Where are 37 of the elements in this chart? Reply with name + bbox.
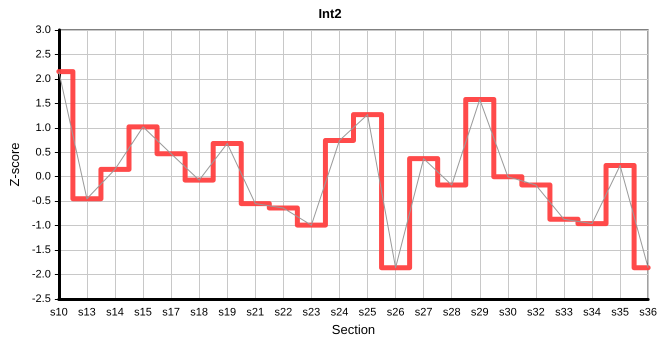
x-tick-label: s25 (358, 306, 376, 318)
chart-title: Int2 (318, 6, 342, 21)
x-tick-label: s32 (527, 306, 545, 318)
x-tick-label: s26 (386, 306, 404, 318)
x-tick-label: s14 (106, 306, 124, 318)
x-tick-label: s34 (583, 306, 601, 318)
x-tick-label: s29 (470, 306, 489, 318)
y-tick-label: 3.0 (36, 24, 51, 36)
x-tick-label: s28 (442, 306, 461, 318)
y-tick-label: -2.5 (32, 293, 51, 305)
x-tick-label: s19 (218, 306, 236, 318)
x-tick-label: s21 (246, 306, 264, 318)
y-tick-label: -2.0 (32, 268, 51, 281)
x-tick-label: s35 (611, 306, 629, 318)
x-tick-label: s33 (555, 306, 573, 318)
y-tick-label: 0.5 (36, 146, 51, 158)
y-tick-label: 2.0 (36, 72, 51, 85)
y-tick-label: -1.5 (32, 244, 51, 256)
x-tick-label: s17 (162, 306, 180, 318)
x-tick-label: s10 (50, 306, 68, 318)
x-axis-title: Section (332, 322, 376, 337)
y-tick-label: 1.5 (36, 97, 51, 110)
y-axis-title: Z-score (7, 142, 22, 187)
x-tick-label: s36 (639, 306, 658, 318)
x-tick-label: s13 (78, 306, 96, 318)
x-tick-label: s15 (134, 306, 152, 318)
x-tick-label: s23 (302, 306, 320, 318)
y-tick-label: 0.0 (36, 170, 51, 183)
x-tick-label: s18 (190, 306, 208, 318)
y-tick-label: 1.0 (36, 122, 51, 134)
y-tick-label: -1.0 (32, 220, 51, 232)
x-tick-label: s30 (498, 306, 517, 318)
y-tick-label: 2.5 (36, 48, 51, 60)
x-tick-label: s27 (414, 306, 433, 318)
x-tick-label: s22 (274, 306, 292, 318)
x-tick-label: s24 (330, 306, 348, 318)
y-tick-label: -0.5 (32, 195, 51, 208)
